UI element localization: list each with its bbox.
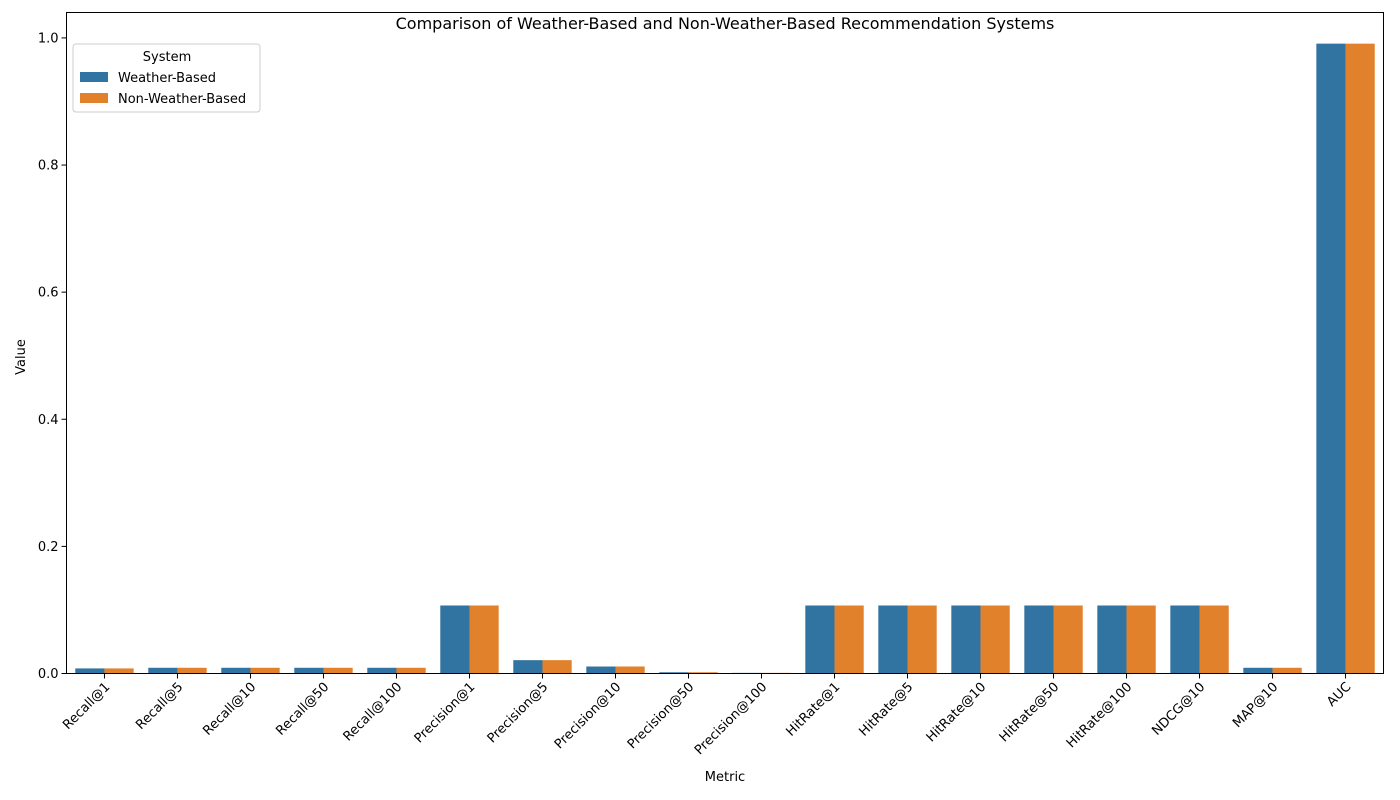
legend-frame	[72, 43, 261, 113]
bar-non-weather-based-hitrate-1	[834, 605, 864, 674]
y-tick-label: 0.6	[38, 286, 59, 301]
x-tick-label: Recall@10	[200, 680, 259, 739]
bar-weather-based-auc	[1316, 43, 1346, 674]
x-tick-label: Precision@1	[412, 680, 479, 747]
x-tick-label: MAP@10	[1230, 680, 1281, 731]
bar-non-weather-based-precision-1	[469, 605, 499, 674]
y-tick-label: 1.0	[38, 31, 59, 46]
x-tick-label: AUC	[1324, 680, 1354, 710]
x-tick-label: HitRate@1	[784, 680, 844, 740]
bar-non-weather-based-recall-50	[323, 667, 353, 674]
chart-title: Comparison of Weather-Based and Non-Weat…	[396, 14, 1055, 33]
x-tick-label: Precision@100	[692, 680, 770, 758]
bar-weather-based-hitrate-5	[878, 605, 908, 674]
bar-weather-based-precision-50	[659, 672, 689, 674]
x-tick-label: Precision@50	[625, 680, 698, 753]
bar-non-weather-based-hitrate-5	[907, 605, 937, 674]
bar-non-weather-based-precision-10	[615, 666, 645, 674]
legend-items: Weather-Based Non-Weather-Based	[80, 71, 246, 107]
x-tick-label: Recall@1	[60, 680, 113, 733]
bar-non-weather-based-hitrate-100	[1126, 605, 1156, 674]
bar-non-weather-based-recall-10	[250, 667, 280, 674]
legend-title: System	[143, 50, 191, 65]
bar-weather-based-recall-1	[75, 668, 105, 674]
bar-weather-based-precision-10	[586, 666, 616, 674]
y-tick-label: 0.0	[38, 667, 59, 682]
x-tick-label: Precision@5	[485, 680, 552, 747]
legend: System Weather-Based Non-Weather-Based	[72, 43, 261, 113]
x-tick-label: Recall@5	[133, 680, 186, 733]
y-tick-label: 0.4	[38, 413, 59, 428]
x-ticks-group: Recall@1 Recall@5 Recall@10 Recall@50 Recall…	[60, 673, 1354, 758]
bar-non-weather-based-recall-1	[104, 668, 134, 674]
x-tick-label: HitRate@50	[997, 680, 1063, 746]
bar-non-weather-based-recall-100	[396, 667, 426, 674]
bar-weather-based-precision-5	[513, 660, 543, 674]
x-tick-label: Precision@10	[552, 680, 625, 753]
bar-weather-based-map-10	[1243, 667, 1273, 674]
bar-weather-based-hitrate-50	[1024, 605, 1054, 674]
legend-swatch-non-weather-based	[80, 93, 108, 103]
bar-weather-based-recall-50	[294, 667, 324, 674]
bar-weather-based-recall-100	[367, 667, 397, 674]
legend-label-non-weather-based: Non-Weather-Based	[118, 92, 246, 107]
y-tick-label: 0.2	[38, 540, 59, 555]
x-tick-label: HitRate@100	[1064, 680, 1135, 751]
bar-non-weather-based-hitrate-10	[980, 605, 1010, 674]
bar-weather-based-hitrate-1	[805, 605, 835, 674]
legend-label-weather-based: Weather-Based	[118, 71, 216, 86]
bar-non-weather-based-precision-50	[688, 672, 718, 674]
bar-weather-based-hitrate-10	[951, 605, 981, 674]
bars-group	[75, 43, 1375, 674]
bar-weather-based-recall-5	[148, 667, 178, 674]
bar-non-weather-based-recall-5	[177, 667, 207, 674]
bar-non-weather-based-ndcg-10	[1199, 605, 1229, 674]
x-tick-label: Recall@50	[273, 680, 332, 739]
x-axis-label: Metric	[705, 770, 745, 785]
y-tick-label: 0.8	[38, 159, 59, 174]
x-tick-label: HitRate@10	[924, 680, 990, 746]
bar-non-weather-based-map-10	[1272, 667, 1302, 674]
y-ticks-group: 0.0 0.2 0.4 0.6 0.8 1.0	[38, 31, 67, 682]
bar-weather-based-recall-10	[221, 667, 251, 674]
bar-weather-based-ndcg-10	[1170, 605, 1200, 674]
bar-non-weather-based-auc	[1345, 43, 1375, 674]
legend-swatch-weather-based	[80, 72, 108, 82]
bar-non-weather-based-precision-5	[542, 660, 572, 674]
y-axis-label: Value	[14, 339, 29, 375]
bar-non-weather-based-hitrate-50	[1053, 605, 1083, 674]
x-tick-label: Recall@100	[341, 680, 406, 745]
x-tick-label: NDCG@10	[1149, 680, 1208, 739]
plot-frame	[66, 12, 1384, 674]
x-tick-label: HitRate@5	[857, 680, 917, 740]
bar-weather-based-hitrate-100	[1097, 605, 1127, 674]
bar-weather-based-precision-1	[440, 605, 470, 674]
